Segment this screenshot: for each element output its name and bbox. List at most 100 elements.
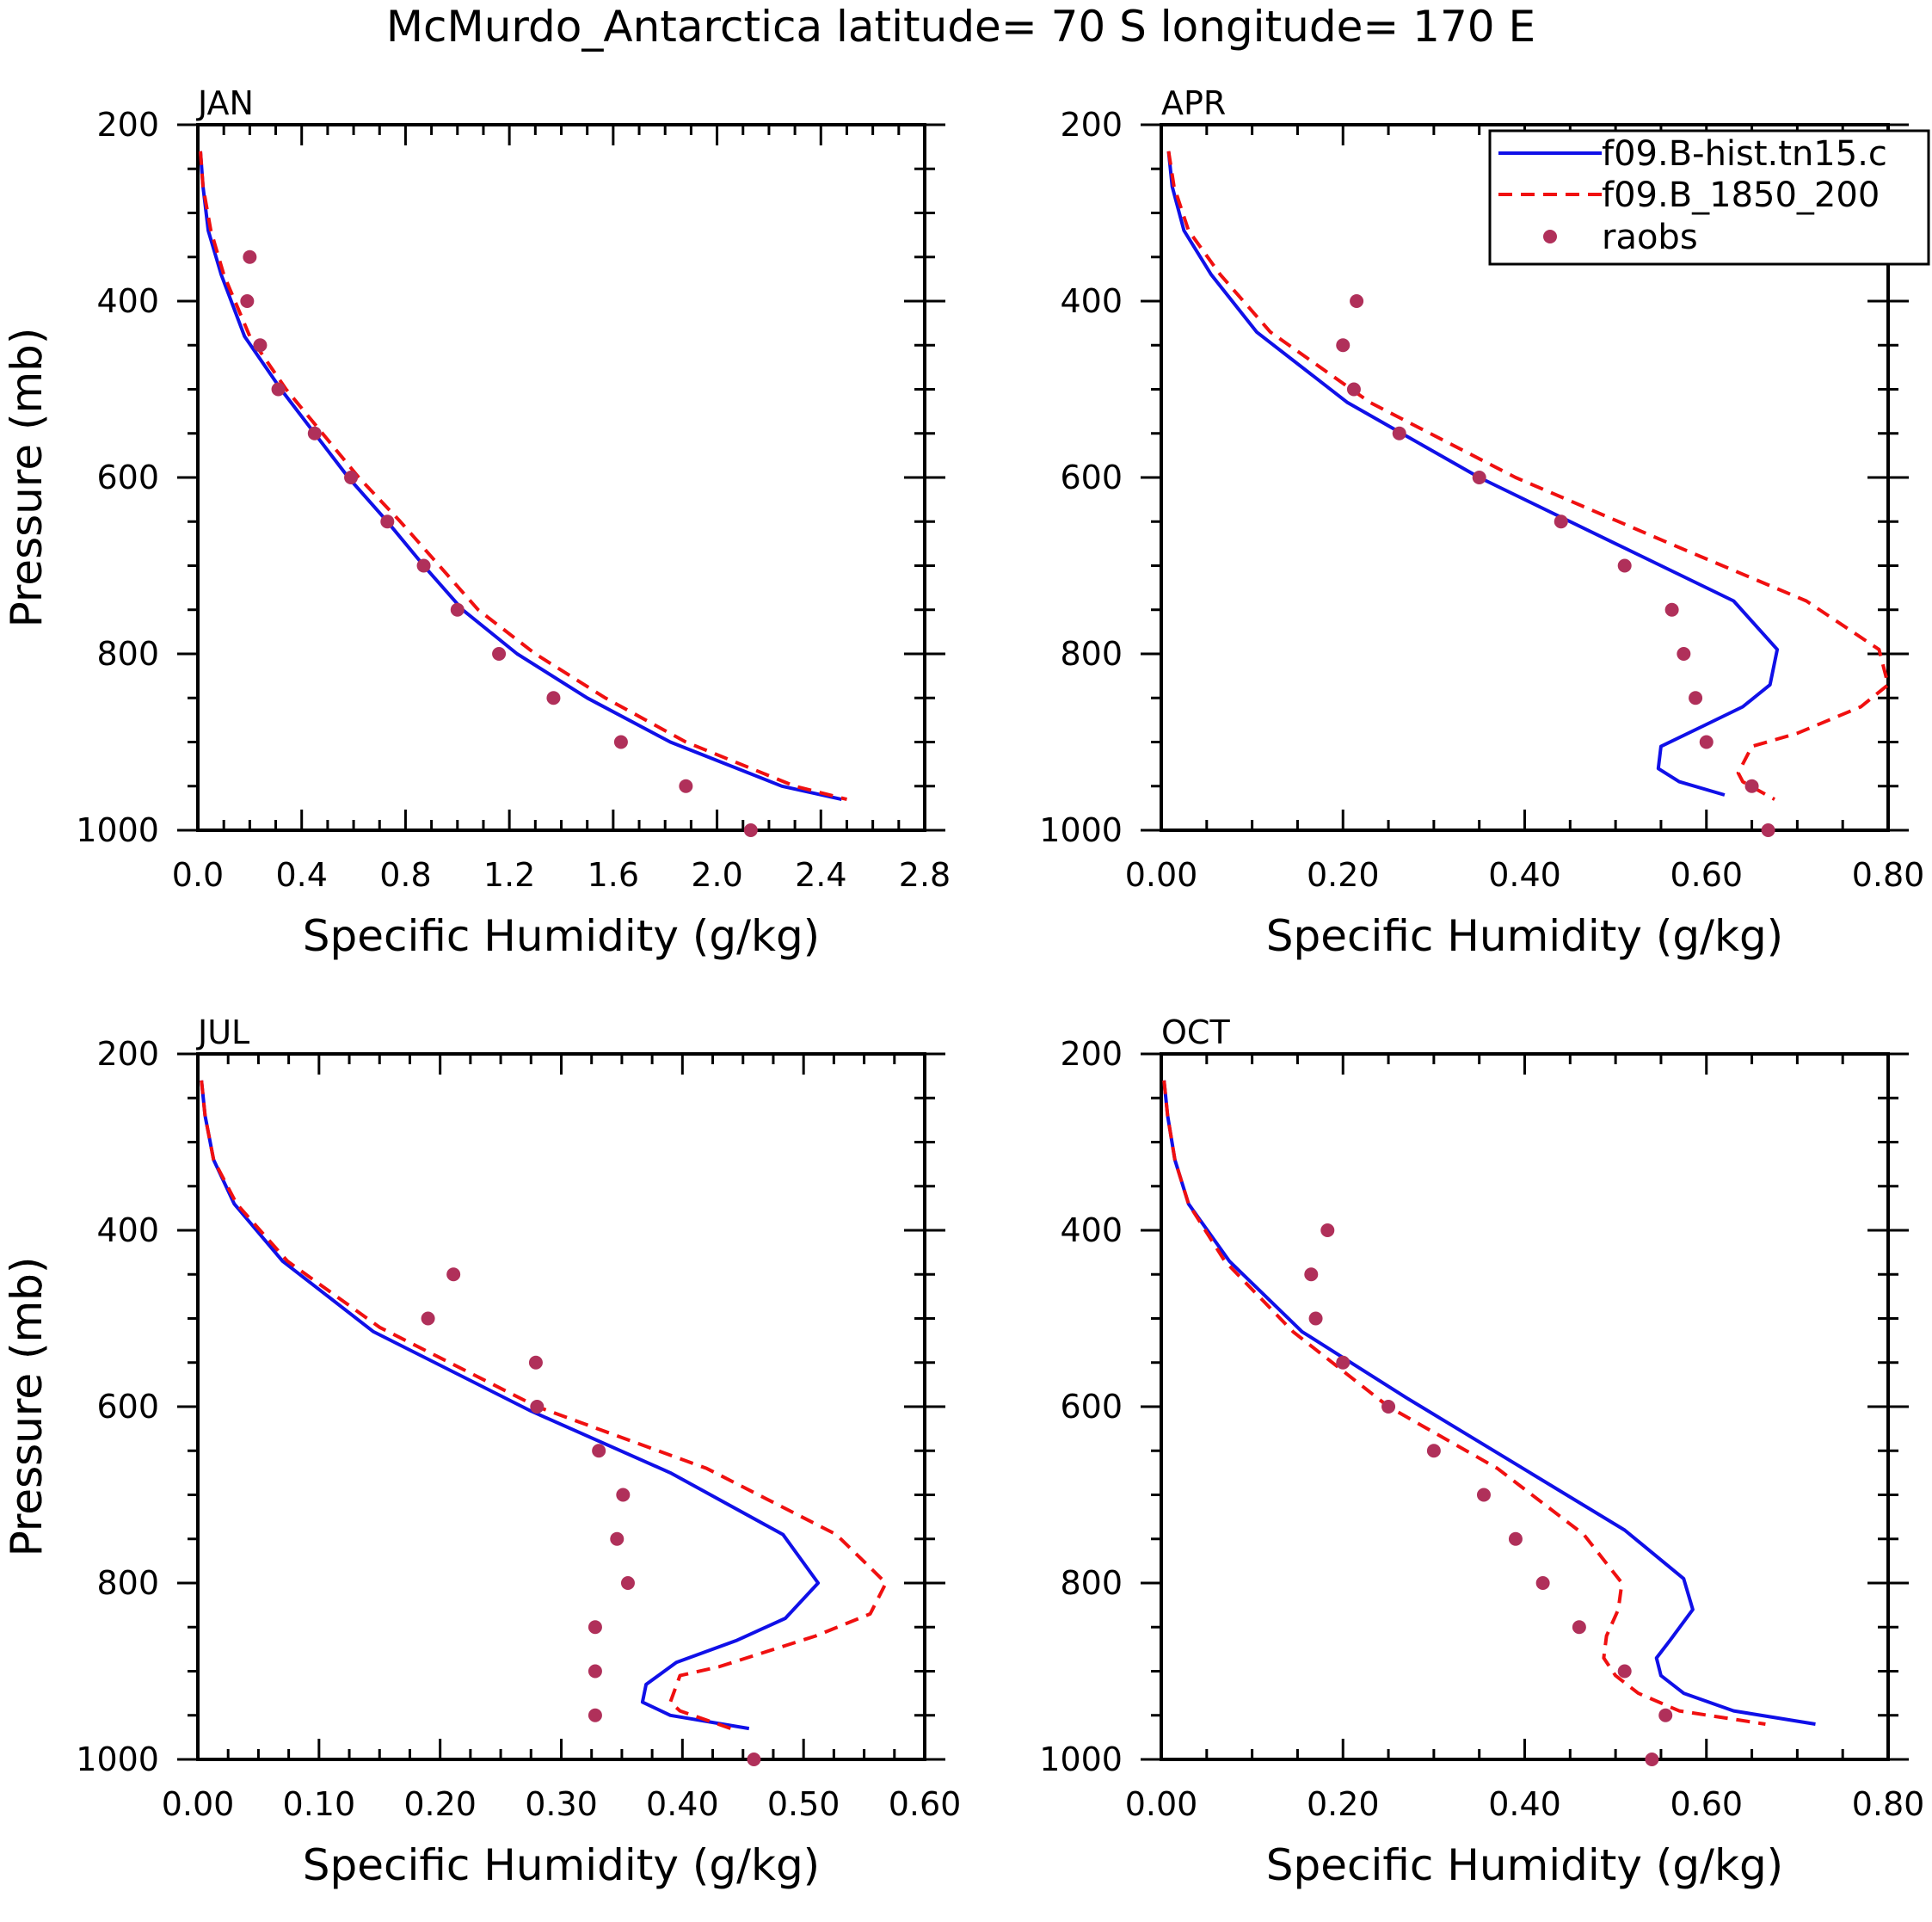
x-tick-label: 0.10	[283, 1785, 356, 1823]
y-tick-label: 600	[96, 1388, 159, 1426]
raobs-point	[1336, 338, 1351, 353]
y-tick-label: 800	[1060, 1564, 1123, 1602]
x-axis-title: Specific Humidity (g/kg)	[303, 1840, 820, 1890]
y-tick-label: 200	[1060, 1035, 1123, 1073]
raobs-point	[613, 735, 628, 749]
panel-apr: APR 0.00 0.20 0.40 0.60 0.80 200 400 600 800 1000 S…	[1039, 84, 1924, 961]
raobs-point	[307, 426, 322, 440]
x-tick-label: 0.4	[275, 856, 327, 894]
plot-frame	[196, 1052, 926, 1761]
raobs-point	[1699, 735, 1714, 749]
raobs-point	[620, 1576, 635, 1590]
raobs-point	[450, 602, 465, 617]
x-tick-label: 0.80	[1852, 1785, 1925, 1823]
raobs-point	[1617, 558, 1632, 573]
x-tick-label: 0.20	[1307, 856, 1380, 894]
raobs-point	[1350, 294, 1364, 308]
raobs-point	[1677, 647, 1691, 661]
panel-label: OCT	[1161, 1013, 1230, 1051]
x-tick-label: 0.40	[1488, 856, 1561, 894]
panel-jul: JUL 0.00 0.10 0.20 0.30 0.40 0.50 0.60 200 400 600…	[2, 1013, 961, 1890]
panels: JAN 0.0 0.4 0.8 1.2 1.6 2.0 2.4 2.8 200 400 600 800 1…	[2, 84, 1924, 1890]
raobs-point	[1689, 691, 1703, 705]
y-tick-label: 600	[1060, 459, 1123, 496]
x-tick-label: 0.60	[1670, 856, 1743, 894]
raobs-point	[1392, 426, 1406, 440]
y-tick-label: 800	[96, 1564, 159, 1602]
x-tick-label: 0.40	[646, 1785, 719, 1823]
y-tick-label: 400	[1060, 282, 1123, 320]
y-axis-title: Pressure (mb)	[2, 328, 52, 628]
raobs-point	[380, 514, 395, 529]
x-tick-label: 0.0	[172, 856, 224, 894]
x-tick-label: 0.00	[1125, 1785, 1198, 1823]
y-tick-label: 1000	[1039, 1740, 1123, 1778]
x-tick-label: 0.8	[379, 856, 431, 894]
x-tick-label: 0.60	[1670, 1785, 1743, 1823]
raobs-point	[1554, 514, 1568, 529]
series-line-f09-b-1850	[199, 151, 847, 802]
raobs-point	[1761, 823, 1775, 837]
y-axis-title: Pressure (mb)	[2, 1257, 52, 1557]
x-tick-label: 2.4	[795, 856, 846, 894]
x-axis-title: Specific Humidity (g/kg)	[1266, 1840, 1783, 1890]
series-line-f09-b-1850	[1162, 1080, 1766, 1726]
y-tick-label: 1000	[76, 1740, 159, 1778]
y-tick-label: 400	[96, 282, 159, 320]
legend-label: raobs	[1602, 218, 1698, 257]
panel-label: JAN	[196, 84, 254, 122]
raobs-point	[546, 691, 561, 705]
y-tick-label: 800	[96, 635, 159, 673]
legend-marker-dot	[1543, 230, 1557, 243]
x-tick-label: 2.8	[899, 856, 951, 894]
raobs-point	[1572, 1620, 1586, 1635]
series-line-f09-b-hist	[199, 151, 842, 802]
raobs-point	[1308, 1311, 1323, 1326]
plot-frame	[196, 123, 926, 832]
y-tick-label: 400	[1060, 1211, 1123, 1249]
raobs-point	[610, 1531, 625, 1546]
raobs-point	[1320, 1223, 1335, 1237]
x-tick-label: 0.50	[767, 1785, 840, 1823]
series-line-f09-b-hist	[200, 1080, 821, 1731]
raobs-point	[1744, 779, 1759, 793]
raobs-point	[1346, 382, 1361, 397]
raobs-point	[679, 779, 693, 793]
raobs-point	[1535, 1576, 1550, 1590]
raobs-point	[528, 1355, 543, 1370]
raobs-point	[747, 1753, 761, 1766]
x-tick-label: 0.80	[1852, 856, 1925, 894]
x-tick-label: 2.0	[691, 856, 742, 894]
y-tick-label: 200	[96, 1035, 159, 1073]
main-title: McMurdo_Antarctica latitude= 70 S longit…	[386, 2, 1535, 52]
raobs-point	[1426, 1444, 1441, 1458]
raobs-point	[1658, 1708, 1673, 1722]
raobs-point	[530, 1400, 545, 1414]
y-tick-label: 200	[96, 106, 159, 144]
panel-jan: JAN 0.0 0.4 0.8 1.2 1.6 2.0 2.4 2.8 200 400 600 800 1…	[2, 84, 951, 961]
y-tick-label: 600	[1060, 1388, 1123, 1426]
raobs-point	[492, 647, 507, 661]
y-tick-label: 400	[96, 1211, 159, 1249]
raobs-point	[1304, 1267, 1319, 1282]
raobs-point	[271, 382, 286, 397]
y-axis-title: Pressure (mb)	[2, 1257, 52, 1557]
raobs-point	[592, 1444, 606, 1458]
raobs-point	[616, 1488, 631, 1502]
raobs-point	[421, 1311, 435, 1326]
raobs-point	[416, 558, 431, 573]
raobs-point	[743, 823, 758, 837]
y-tick-label: 200	[1060, 106, 1123, 144]
y-tick-label: 1000	[1039, 811, 1123, 849]
raobs-point	[1472, 471, 1486, 484]
x-tick-label: 0.00	[1125, 856, 1198, 894]
raobs-point	[588, 1708, 602, 1722]
panel-label: JUL	[196, 1013, 249, 1051]
legend-label: f09.B-hist.tn15.c	[1602, 134, 1887, 174]
x-tick-label: 0.30	[525, 1785, 598, 1823]
raobs-point	[253, 338, 268, 353]
raobs-point	[1508, 1531, 1523, 1546]
x-tick-label: 0.00	[162, 1785, 235, 1823]
